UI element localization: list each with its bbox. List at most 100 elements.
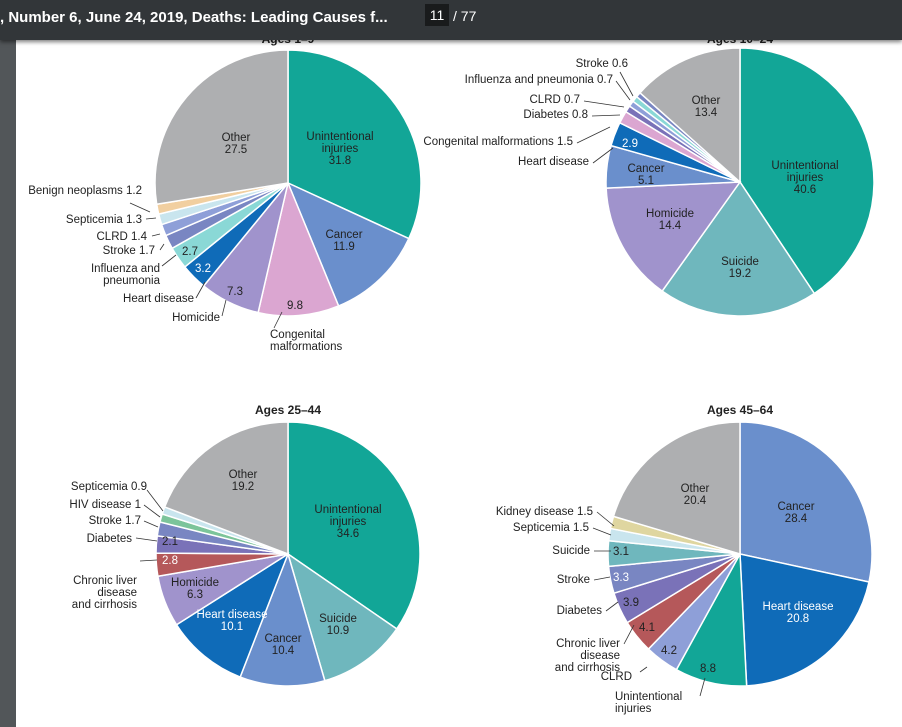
slice-callout-label: Diabetes 0.8 [523, 109, 588, 121]
slice-value-label: 4.1 [639, 622, 655, 634]
slice-callout-label: Congenital [270, 329, 325, 341]
slice-name-label: Cancer [325, 229, 362, 241]
slice-value-label: 28.4 [785, 513, 808, 525]
slice-value-label: 19.2 [232, 481, 254, 493]
slice-callout-label: HIV disease 1 [69, 499, 141, 511]
slice-name-label: Heart disease [763, 601, 834, 613]
slice-value-label: 13.4 [695, 107, 718, 119]
pie-slice-suicide [661, 180, 816, 317]
pie-chart-ages-10-24: Ages 10–24Unintentionalinjuries40.6Suici… [423, 32, 875, 317]
slice-callout-label: Suicide [552, 545, 590, 557]
slice-name-label: injuries [322, 143, 359, 155]
leader-line [639, 666, 648, 673]
pie-slice-other [612, 421, 741, 556]
slice-value-label: 2.1 [162, 536, 178, 548]
slice-name-label: Cancer [264, 633, 301, 645]
slice-value-label: 14.4 [659, 220, 682, 232]
slice-callout-label: Influenza and pneumonia 0.7 [465, 74, 613, 86]
slice-value-label: 2.7 [182, 246, 198, 258]
pie-slice-other [154, 49, 289, 206]
slice-callout-label: Homicide [172, 312, 220, 324]
slice-callout-label: CLRD 0.7 [530, 94, 581, 106]
slice-callout-label: Stroke 1.7 [89, 515, 141, 527]
pie-slice-unintentional-injuries [287, 421, 421, 630]
slice-name-label: injuries [787, 172, 824, 184]
slice-value-label: 4.2 [661, 645, 677, 657]
pdf-toolbar: , Number 6, June 24, 2019, Deaths: Leadi… [0, 0, 902, 40]
slice-value-label: 5.1 [638, 175, 654, 187]
slice-name-label: Unintentional [306, 131, 373, 143]
slice-value-label: 7.3 [227, 286, 243, 298]
pie-slice-homicide [605, 181, 742, 293]
page-number-input[interactable]: 11 [425, 4, 449, 26]
pie-slice-heart-disease [739, 553, 870, 687]
leader-line [576, 126, 611, 144]
leader-line [143, 504, 161, 518]
slice-name-label: Cancer [777, 501, 814, 513]
slice-callout-label: Septicemia 0.9 [71, 481, 147, 493]
slice-callout-label: Septicemia 1.3 [66, 214, 142, 226]
leader-line [161, 254, 177, 267]
pie-slice-unintentional-injuries [287, 49, 422, 240]
slice-name-label: Other [222, 132, 251, 144]
slice-callout-label: CLRD [601, 671, 632, 683]
slice-value-label: 6.3 [187, 589, 203, 601]
slice-value-label: 10.9 [327, 625, 349, 637]
slice-value-label: 20.4 [684, 495, 707, 507]
leader-line [619, 71, 634, 97]
pie-slice-suicide [286, 552, 398, 682]
leader-line [583, 100, 625, 108]
slice-name-label: Other [229, 469, 258, 481]
slice-callout-label: pneumonia [103, 275, 161, 287]
pie-chart-ages-1-9: Ages 1–9Unintentionalinjuries31.8Cancer1… [28, 32, 422, 353]
slice-value-label: 8.8 [700, 663, 716, 675]
leader-line [151, 233, 161, 237]
leader-line [135, 537, 158, 542]
slice-callout-label: Unintentional [615, 691, 682, 703]
leader-line [143, 520, 159, 528]
slice-value-label: 40.6 [794, 184, 816, 196]
leader-line [139, 559, 158, 562]
pie-slice-cancer [739, 421, 873, 583]
leader-line [596, 511, 615, 527]
leader-line [221, 299, 227, 317]
leader-line [145, 217, 157, 220]
slice-value-label: 3.9 [623, 597, 639, 609]
slice-value-label: 2.8 [162, 555, 178, 567]
slice-value-label: 31.8 [329, 155, 351, 167]
chart-title: Ages 45–64 [707, 403, 773, 417]
pie-slice-cancer [239, 551, 326, 687]
slice-value-label: 27.5 [225, 144, 247, 156]
slice-name-label: Unintentional [771, 160, 838, 172]
slice-value-label: 3.3 [613, 572, 629, 584]
page-total: / 77 [453, 8, 477, 24]
slice-callout-label: CLRD 1.4 [97, 231, 148, 243]
leader-line [195, 281, 206, 299]
slice-callout-label: disease [97, 587, 137, 599]
slice-value-label: 10.4 [272, 645, 295, 657]
slice-callout-label: and cirrhosis [555, 662, 620, 674]
slice-callout-label: Chronic liver [73, 575, 137, 587]
pie-slice-other [163, 421, 289, 556]
leader-line [615, 80, 631, 101]
leader-line [623, 624, 635, 645]
slice-name-label: Other [692, 95, 721, 107]
leader-line [592, 527, 612, 536]
slice-name-label: Unintentional [314, 504, 381, 516]
slice-callout-label: Heart disease [518, 156, 589, 168]
slice-value-label: 2.9 [622, 138, 638, 150]
slice-name-label: Homicide [171, 577, 219, 589]
slice-value-label: 11.9 [333, 241, 355, 253]
slice-callout-label: Chronic liver [556, 638, 620, 650]
slice-callout-label: malformations [270, 341, 342, 353]
slice-name-label: Suicide [319, 613, 357, 625]
leader-line [605, 601, 619, 612]
slice-callout-label: Congenital malformations 1.5 [423, 136, 573, 148]
pie-slice-heart-disease [175, 552, 290, 679]
chart-title: Ages 25–44 [255, 403, 321, 417]
slice-callout-label: Stroke [557, 574, 590, 586]
leader-line [146, 489, 164, 512]
slice-name-label: injuries [330, 516, 367, 528]
